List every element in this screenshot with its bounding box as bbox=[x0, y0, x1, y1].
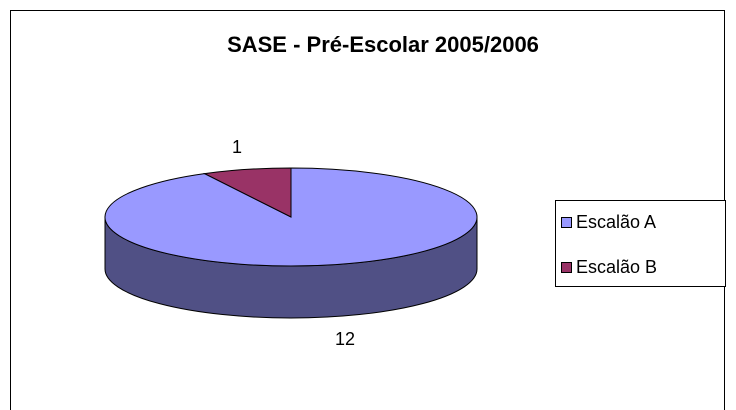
pie-slice bbox=[104, 167, 478, 267]
data-label: 12 bbox=[335, 329, 355, 349]
pie-slice bbox=[202, 167, 292, 218]
chart-title: SASE - Pré-Escolar 2005/2006 bbox=[227, 32, 539, 57]
data-label: 1 bbox=[232, 137, 242, 157]
legend-swatch bbox=[561, 217, 572, 228]
legend-box bbox=[555, 200, 726, 287]
legend-label: Escalão A bbox=[576, 212, 656, 232]
legend-label: Escalão B bbox=[576, 257, 657, 277]
legend-swatch bbox=[561, 262, 572, 273]
